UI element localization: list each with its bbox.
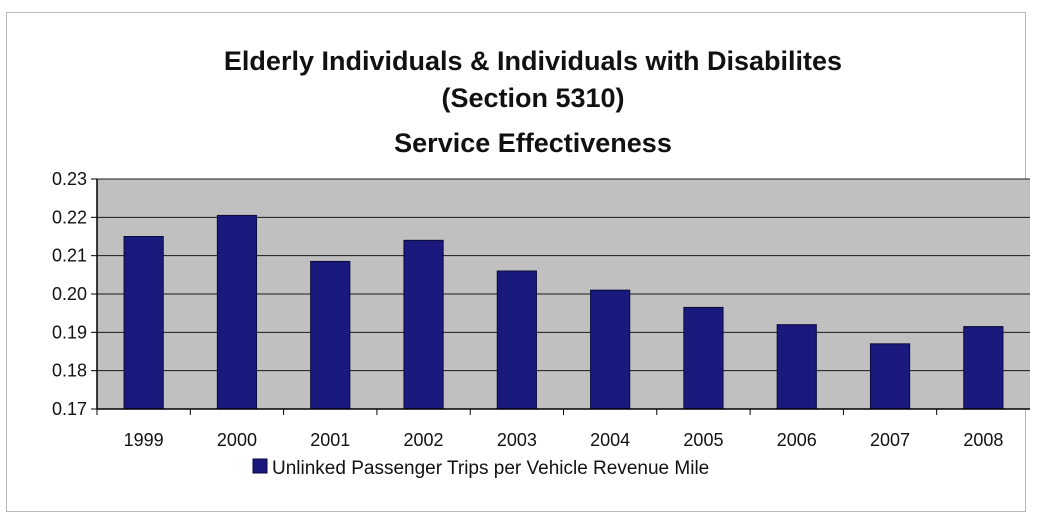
chart-title-line-3: Service Effectiveness xyxy=(394,128,672,158)
y-tick-labels: 0.17 0.18 0.19 0.20 0.21 0.22 0.23 xyxy=(52,169,87,419)
bar-1999 xyxy=(123,236,164,410)
x-tick-label: 2007 xyxy=(870,430,910,450)
y-tick-label: 0.22 xyxy=(52,207,87,227)
x-tick-label: 2004 xyxy=(590,430,630,450)
bar-2002 xyxy=(403,239,444,410)
x-tick-label: 2005 xyxy=(683,430,723,450)
x-tick-label: 2008 xyxy=(963,430,1003,450)
legend-label: Unlinked Passenger Trips per Vehicle Rev… xyxy=(272,458,709,479)
x-tick-label: 2006 xyxy=(777,430,817,450)
bar-2007 xyxy=(869,343,911,410)
y-tick-label: 0.18 xyxy=(52,361,87,381)
chart-title: Elderly Individuals & Individuals with D… xyxy=(224,46,842,158)
x-tick-label: 2003 xyxy=(497,430,537,450)
x-tick-labels: 1999 2000 2001 2002 2003 2004 2005 2006 2007 2008 xyxy=(124,430,1004,450)
legend-swatch xyxy=(252,458,268,474)
legend: Unlinked Passenger Trips per Vehicle Rev… xyxy=(252,458,709,479)
y-tick-label: 0.23 xyxy=(52,169,87,189)
bar-2006 xyxy=(776,324,817,410)
y-tick-label: 0.19 xyxy=(52,322,87,342)
x-tick-label: 2001 xyxy=(310,430,350,450)
chart-title-line-1: Elderly Individuals & Individuals with D… xyxy=(224,46,842,76)
y-tick-label: 0.21 xyxy=(52,246,87,266)
bars xyxy=(123,214,1004,410)
bar-2001 xyxy=(310,260,351,410)
bar-2003 xyxy=(496,270,537,410)
bar-2004 xyxy=(590,289,631,410)
bar-2005 xyxy=(683,306,724,410)
bar-2008 xyxy=(963,326,1004,410)
x-tick-label: 2002 xyxy=(404,430,444,450)
x-tick-label: 1999 xyxy=(124,430,164,450)
x-tick-label: 2000 xyxy=(217,430,257,450)
chart-title-line-2: (Section 5310) xyxy=(441,83,624,113)
axes xyxy=(91,178,1030,415)
bar-2000 xyxy=(216,214,258,410)
y-tick-label: 0.17 xyxy=(52,399,87,419)
y-tick-label: 0.20 xyxy=(52,284,87,304)
